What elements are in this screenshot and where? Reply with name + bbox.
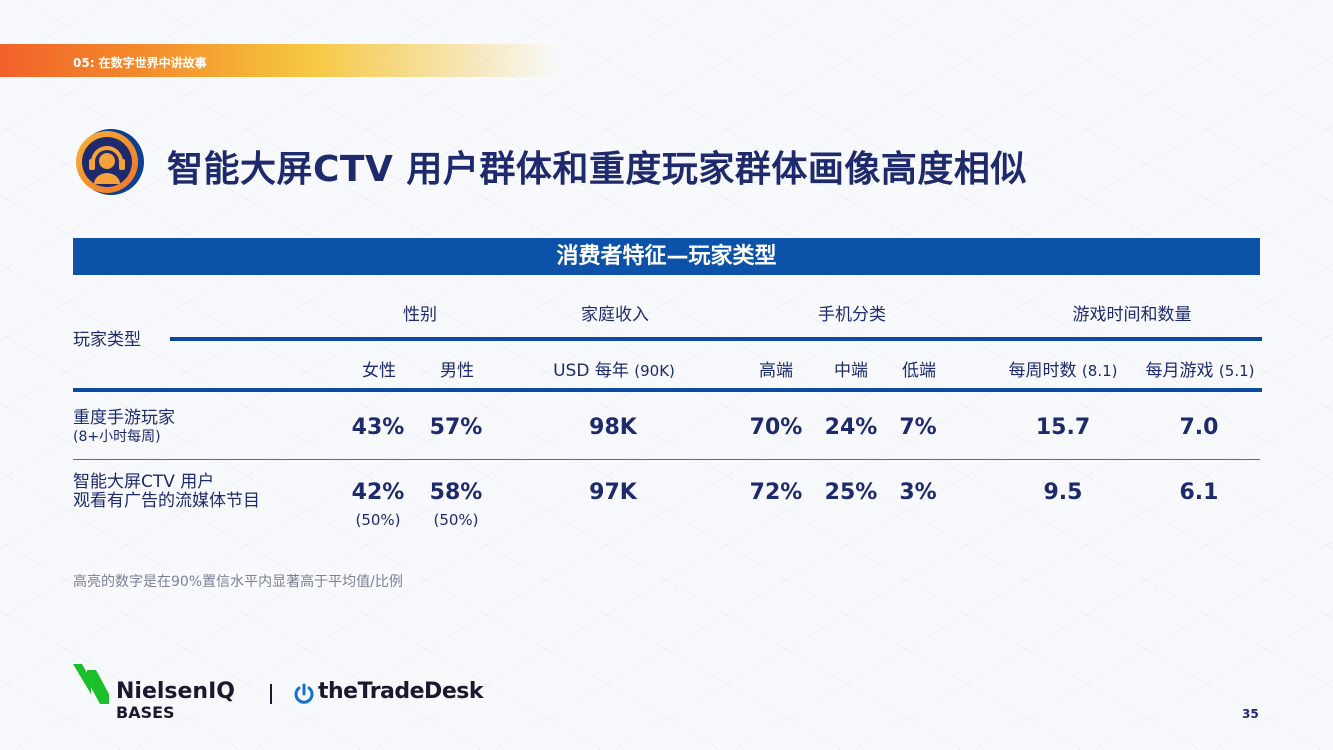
nielsen-logo-text: NielsenIQ bbox=[116, 679, 235, 704]
subheader-male: 男性 bbox=[440, 361, 474, 381]
cell-high: 70% bbox=[749, 415, 803, 440]
header-rule bbox=[170, 337, 1262, 341]
cell-male-base: (50%) bbox=[433, 511, 479, 529]
subheader-monthly-games: 每月游戏 (5.1) bbox=[1145, 361, 1255, 381]
cell-weekly-hours: 15.7 bbox=[1035, 415, 1091, 440]
cell-female: 43% bbox=[351, 415, 405, 440]
cell-female: 42% bbox=[351, 480, 405, 505]
cell-male: 58% bbox=[429, 480, 483, 505]
row-divider bbox=[73, 459, 1260, 460]
cell-male: 57% bbox=[429, 415, 483, 440]
subheader-income: USD 每年 (90K) bbox=[553, 361, 675, 381]
row-header-label: 玩家类型 bbox=[73, 330, 141, 350]
page-number: 35 bbox=[1242, 707, 1259, 721]
cell-low: 7% bbox=[899, 415, 937, 440]
group-gender: 性别 bbox=[403, 305, 437, 325]
cell-monthly-games: 7.0 bbox=[1179, 415, 1219, 440]
section-banner bbox=[0, 44, 560, 77]
subheader-female: 女性 bbox=[362, 361, 396, 381]
group-income: 家庭收入 bbox=[581, 305, 649, 325]
cell-female-base: (50%) bbox=[355, 511, 401, 529]
subheader-rule bbox=[73, 388, 1262, 392]
table-banner: 消费者特征—玩家类型 bbox=[73, 238, 1260, 275]
group-gaming: 游戏时间和数量 bbox=[1072, 305, 1192, 325]
logo-separator bbox=[270, 684, 272, 704]
group-phone: 手机分类 bbox=[818, 305, 886, 325]
section-label: 05: 在数字世界中讲故事 bbox=[73, 56, 207, 70]
cell-income: 98K bbox=[589, 415, 637, 440]
headset-person-icon bbox=[76, 129, 144, 195]
subheader-weekly-hours: 每周时数 (8.1) bbox=[1008, 361, 1118, 381]
cell-mid: 25% bbox=[824, 480, 878, 505]
cell-income: 97K bbox=[589, 480, 637, 505]
page-title: 智能大屏CTV 用户群体和重度玩家群体画像高度相似 bbox=[167, 149, 1027, 190]
footnote: 高亮的数字是在90%置信水平内显著高于平均值/比例 bbox=[73, 574, 403, 590]
subheader-high: 高端 bbox=[759, 361, 793, 381]
row-label-heavy-gamers: 重度手游玩家 (8+小时每周) bbox=[73, 408, 175, 446]
cell-low: 3% bbox=[899, 480, 937, 505]
cell-weekly-hours: 9.5 bbox=[1043, 480, 1083, 505]
tradedesk-power-icon bbox=[294, 683, 314, 704]
subheader-mid: 中端 bbox=[834, 361, 868, 381]
cell-high: 72% bbox=[749, 480, 803, 505]
nielsen-mark-icon bbox=[73, 664, 109, 704]
subheader-low: 低端 bbox=[902, 361, 936, 381]
tradedesk-logo-text: theTradeDesk bbox=[318, 679, 483, 704]
cell-monthly-games: 6.1 bbox=[1179, 480, 1219, 505]
cell-mid: 24% bbox=[824, 415, 878, 440]
nielsen-bases-text: BASES bbox=[116, 703, 175, 722]
row-label-ctv-users: 智能大屏CTV 用户 观看有广告的流媒体节目 bbox=[73, 472, 260, 511]
